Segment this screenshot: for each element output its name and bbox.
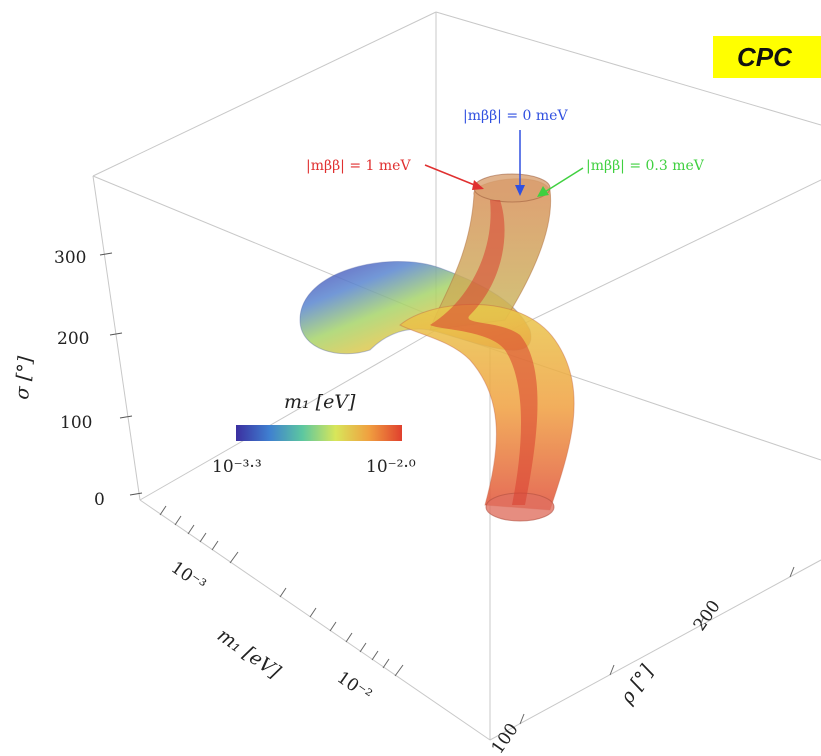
upper-tube-opening bbox=[473, 173, 551, 203]
x-tick-1e-3: 10⁻³ bbox=[167, 558, 209, 596]
z-tick-300: 300 bbox=[54, 248, 86, 268]
arrow-1mev-head bbox=[472, 180, 484, 190]
x-axis-minor-ticks bbox=[159, 505, 404, 677]
box-edge bbox=[92, 175, 141, 501]
box-edge bbox=[139, 329, 437, 501]
annotation-03mev: |mββ| = 0.3 meV bbox=[586, 158, 705, 174]
colorbar-gradient bbox=[236, 425, 402, 441]
cpc-badge: CPC bbox=[713, 36, 821, 78]
annotation-0mev: |mββ| = 0 meV bbox=[463, 108, 568, 124]
arrow-03mev bbox=[539, 167, 584, 196]
box-edge bbox=[92, 11, 437, 177]
inner-red-tube bbox=[430, 200, 538, 505]
arrow-1mev bbox=[424, 164, 483, 189]
colorbar-label: m₁ [eV] bbox=[284, 391, 356, 413]
box-edge bbox=[435, 11, 821, 126]
z-axis-label: σ [°] bbox=[11, 355, 37, 401]
y-tick-200: 200 bbox=[690, 597, 725, 635]
neutrino-mass-tube bbox=[299, 173, 575, 522]
box-frame bbox=[92, 11, 821, 741]
annotation-1mev: |mββ| = 1 meV bbox=[306, 158, 411, 174]
z-tick-200: 200 bbox=[57, 329, 89, 349]
x-axis-label: m₁ [eV] bbox=[213, 624, 285, 683]
colorbar-min-label: 10⁻³·³ bbox=[212, 457, 262, 477]
z-axis-ticks bbox=[99, 252, 143, 496]
box-edge bbox=[489, 559, 821, 741]
colorbar: m₁ [eV] 10⁻³·³ 10⁻²·⁰ bbox=[212, 391, 416, 477]
annotation-arrows bbox=[424, 130, 584, 197]
colorbar-max-label: 10⁻²·⁰ bbox=[366, 457, 416, 477]
box-edge bbox=[139, 499, 491, 741]
box-edge bbox=[489, 179, 821, 341]
arrow-03mev-head bbox=[537, 186, 549, 197]
arrow-0mev-head bbox=[515, 185, 525, 196]
cpc-badge-text: CPC bbox=[737, 42, 792, 72]
z-tick-100: 100 bbox=[60, 413, 92, 433]
y-axis-ticks bbox=[519, 566, 795, 725]
z-tick-0: 0 bbox=[94, 490, 105, 510]
x-tick-1e-2: 10⁻² bbox=[333, 668, 375, 706]
